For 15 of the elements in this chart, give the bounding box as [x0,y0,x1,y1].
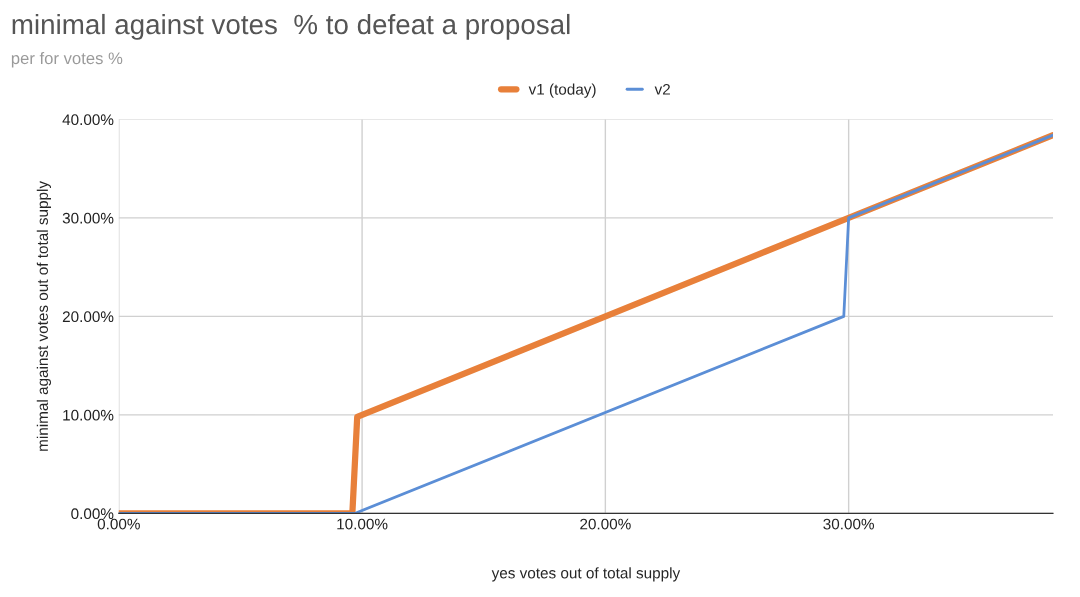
x-tick-label: 20.00% [580,518,631,530]
x-axis-title: yes votes out of total supply [491,567,681,582]
y-tick-label: 30.00% [62,212,114,224]
y-axis-title: minimal against votes out of total supply [36,180,52,451]
x-tick-label: 30.00% [823,518,875,530]
chart-subtitle: per for votes % [11,51,123,68]
y-tick-label: 40.00% [62,114,114,126]
y-tick-label: 0.00% [71,508,114,520]
x-tick-label: 0.00% [97,518,140,530]
x-tick-label: 10.00% [337,518,388,530]
chart-title: minimal against votes % to defeat a proposal [12,13,570,40]
y-tick-label: 10.00% [63,409,114,421]
y-tick-label: 20.00% [62,311,114,323]
legend-label: v1 (today) [528,83,596,98]
legend-label: v2 [654,83,670,95]
